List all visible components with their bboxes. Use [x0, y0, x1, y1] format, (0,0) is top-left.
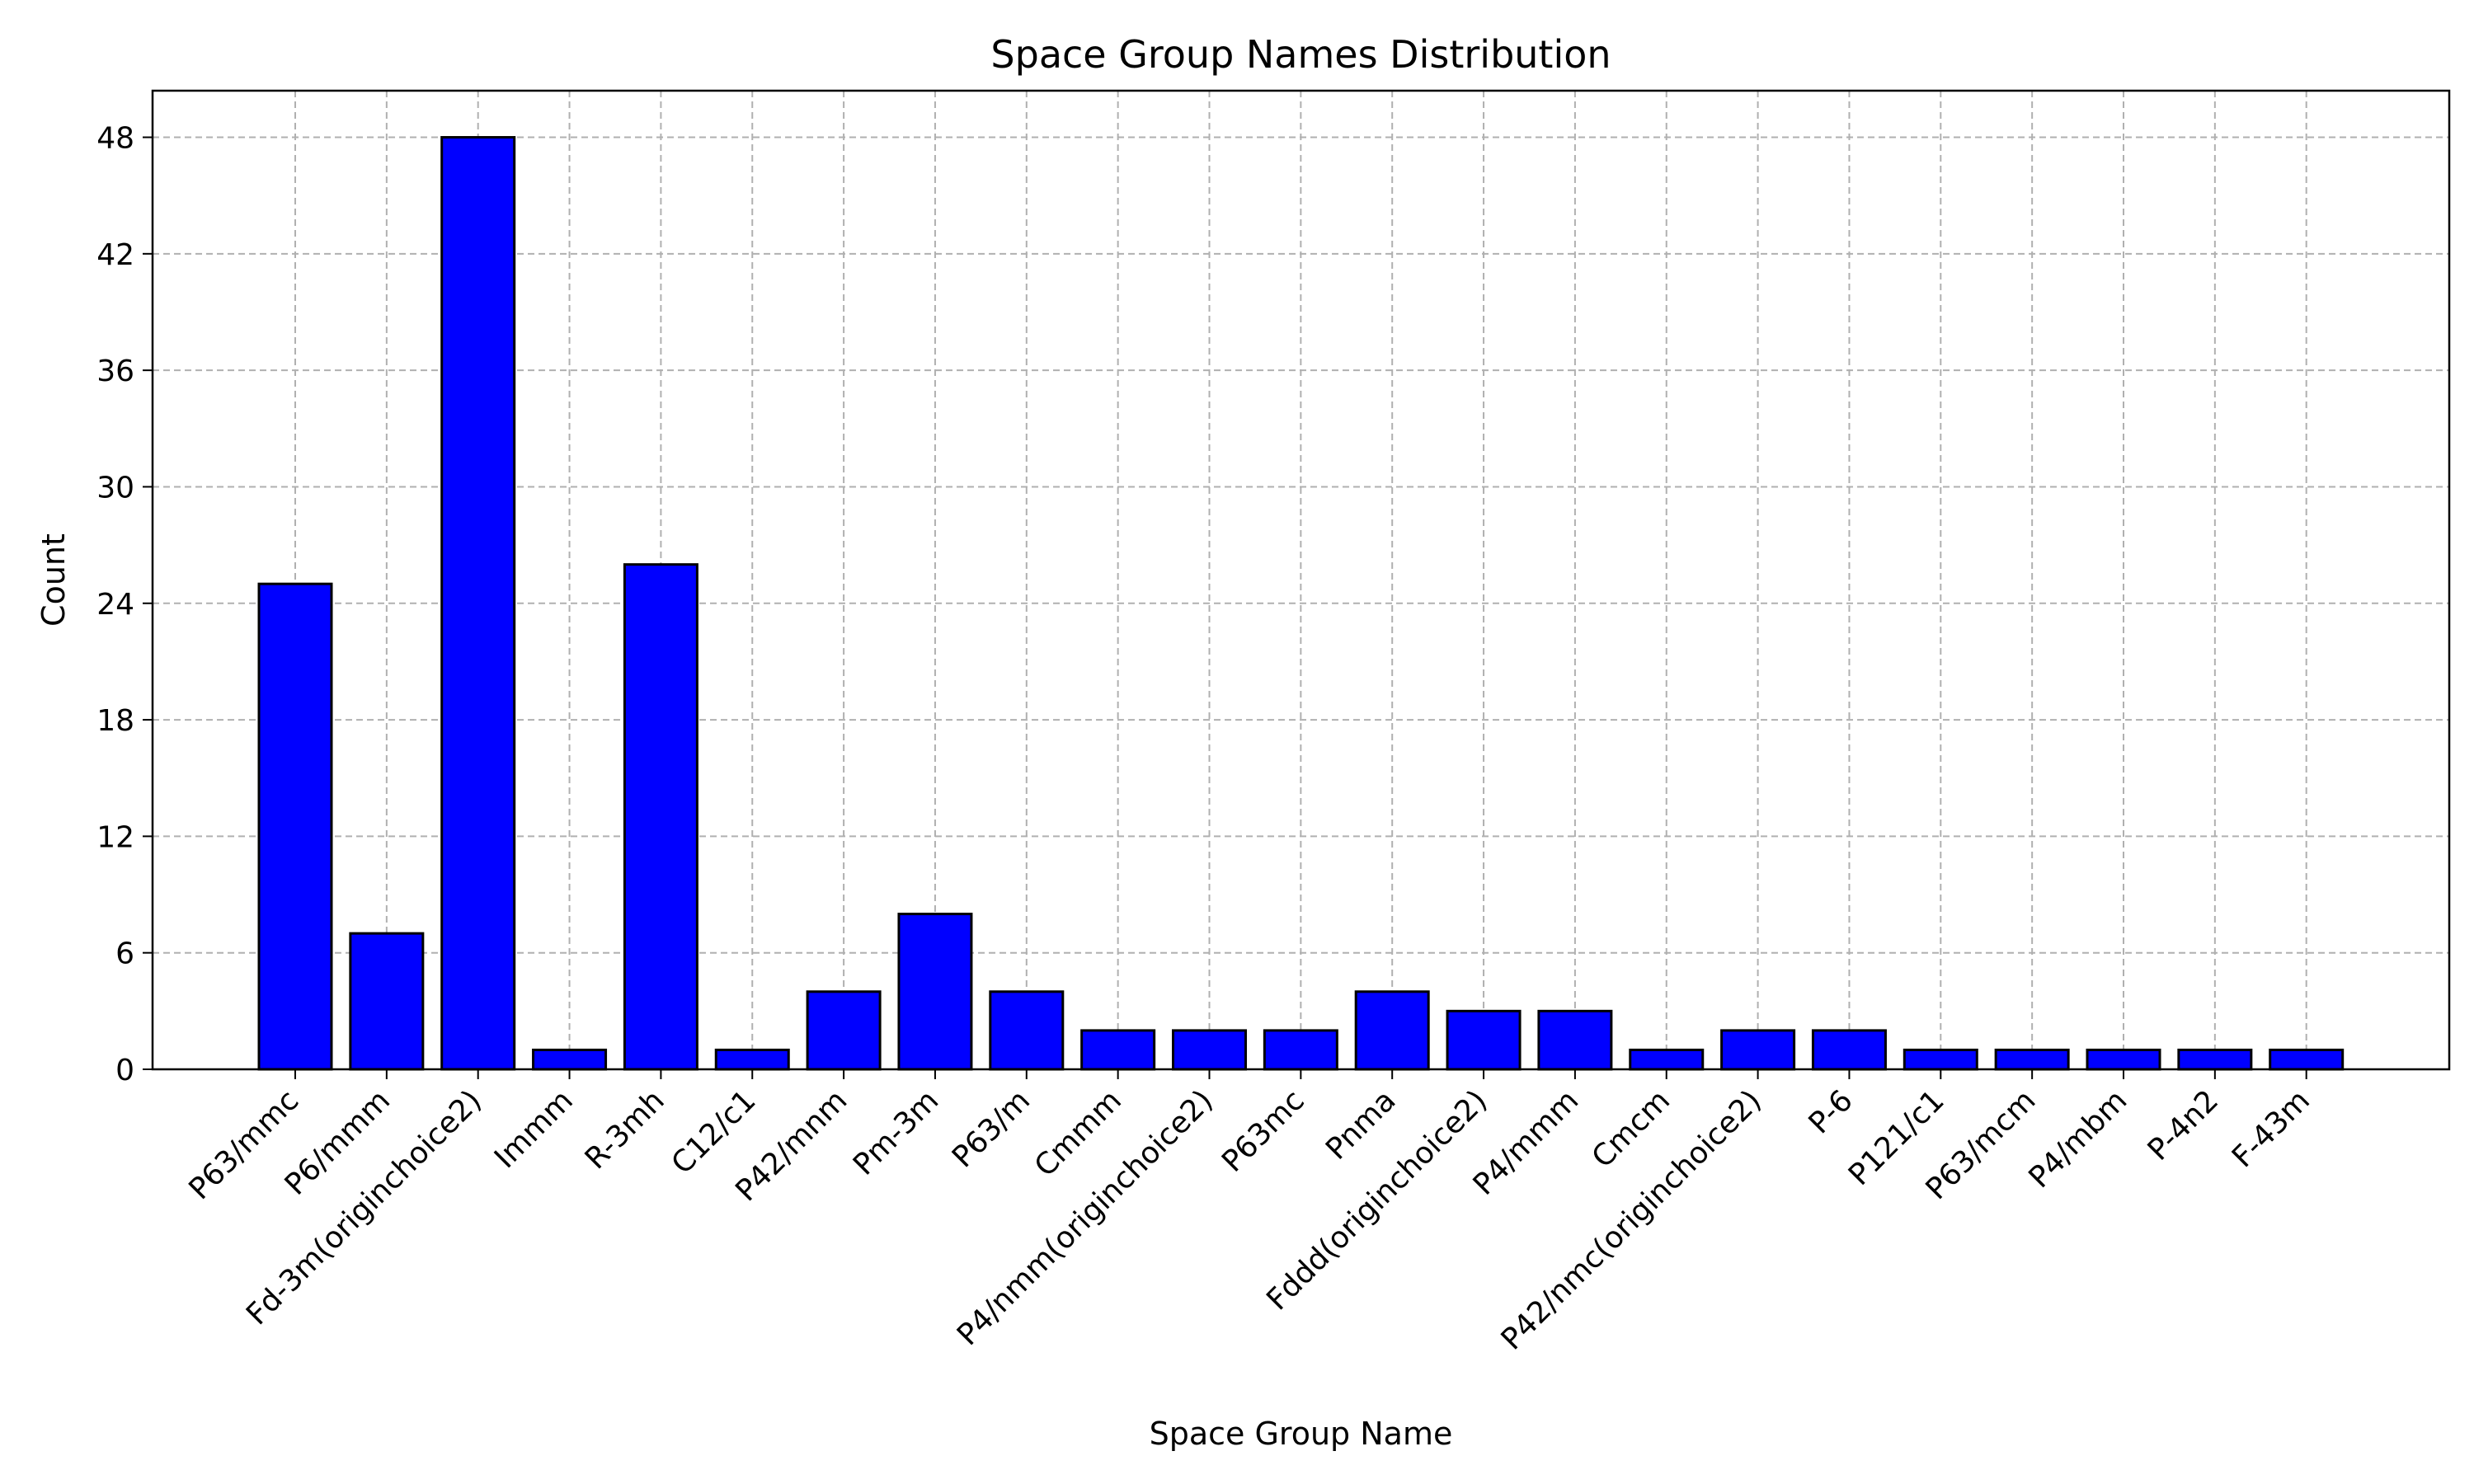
- bar-Immm: [532, 1048, 608, 1071]
- bar-P6/mmm: [349, 932, 425, 1071]
- bar-Fddd(originchoice2): [1446, 1009, 1522, 1071]
- x-tick-label: Pnma: [1319, 1083, 1402, 1166]
- bar-Cmmm: [1080, 1029, 1156, 1071]
- y-tick-label: 48: [96, 122, 134, 156]
- x-tick-label: F-43m: [2226, 1083, 2316, 1174]
- x-tick-label: P4/mbm: [2022, 1083, 2133, 1195]
- bar-layer: [257, 136, 2345, 1071]
- bar-P121/c1: [1903, 1048, 1978, 1071]
- x-tick-label: P63/m: [946, 1083, 1037, 1174]
- bar-P42/mnm: [806, 990, 882, 1071]
- grid-layer: [153, 91, 2449, 1070]
- bar-C12/c1: [714, 1048, 790, 1071]
- x-tick-label: P-6: [1803, 1083, 1860, 1140]
- y-axis-ticks: 0 6 12 18 24 30 36 42 48: [96, 122, 153, 1087]
- x-tick-label: P63/mmc: [182, 1083, 305, 1206]
- bar-P4/nmm(originchoice2): [1172, 1029, 1247, 1071]
- y-tick-label: 30: [96, 471, 134, 505]
- bar-P42/nmc(originchoice2): [1720, 1029, 1796, 1071]
- bar-P63/mcm: [1994, 1048, 2070, 1071]
- x-tick-label: Pm-3m: [847, 1083, 945, 1181]
- x-tick-label: R-3mh: [579, 1083, 671, 1176]
- x-tick-label: Immm: [488, 1083, 580, 1175]
- y-tick-label: 0: [115, 1054, 134, 1087]
- bar-P63mc: [1263, 1029, 1338, 1071]
- y-tick-label: 18: [96, 704, 134, 738]
- chart-title: Space Group Names Distribution: [990, 32, 1611, 77]
- bar-F-43m: [2269, 1048, 2345, 1071]
- x-axis-label: Space Group Name: [1150, 1416, 1453, 1452]
- bar-Pnma: [1354, 990, 1430, 1071]
- bar-P-6: [1811, 1029, 1887, 1071]
- bar-Pm-3m: [897, 913, 973, 1071]
- y-tick-label: 24: [96, 588, 134, 622]
- bar-P63/mmc: [257, 582, 333, 1071]
- bar-R-3mh: [623, 563, 698, 1071]
- bar-P4/mmm: [1537, 1009, 1613, 1071]
- bar-P4/mbm: [2086, 1048, 2161, 1071]
- y-tick-label: 42: [96, 238, 134, 272]
- x-tick-label: P63mc: [1216, 1083, 1311, 1179]
- y-tick-label: 6: [115, 937, 134, 971]
- y-tick-label: 12: [96, 820, 134, 854]
- bar-P-4n2: [2177, 1048, 2253, 1071]
- bar-Fd-3m(originchoice2): [440, 136, 516, 1071]
- y-tick-label: 36: [96, 355, 134, 388]
- y-axis-label: Count: [35, 533, 72, 627]
- bar-P63/m: [989, 990, 1065, 1071]
- x-tick-label: Cmcm: [1586, 1083, 1677, 1174]
- x-tick-label: P-4n2: [2142, 1083, 2226, 1167]
- bar-Cmcm: [1629, 1048, 1705, 1071]
